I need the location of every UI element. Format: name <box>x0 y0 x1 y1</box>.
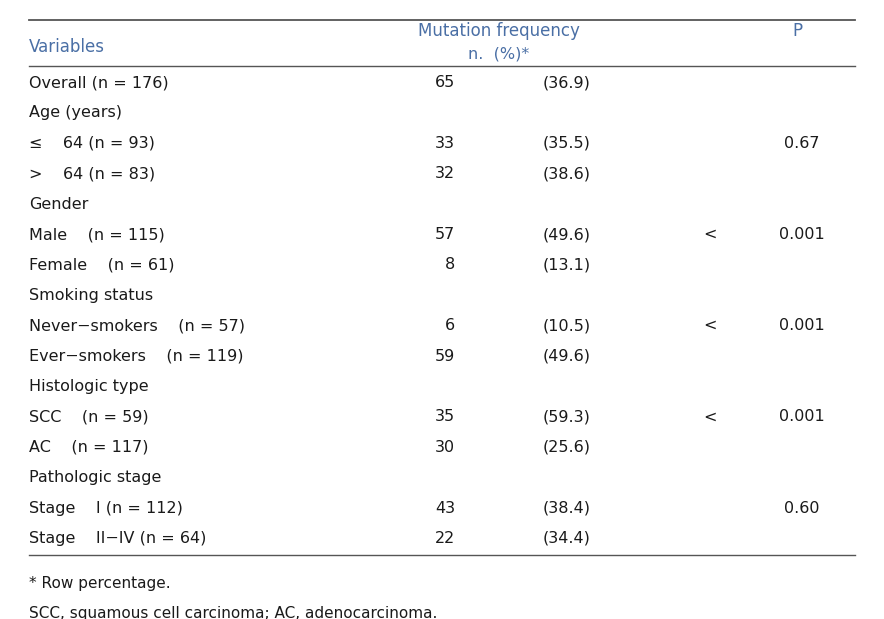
Text: Pathologic stage: Pathologic stage <box>29 470 162 485</box>
Text: (25.6): (25.6) <box>543 439 591 455</box>
Text: 0.67: 0.67 <box>784 136 820 151</box>
Text: Mutation frequency: Mutation frequency <box>418 22 580 40</box>
Text: SCC, squamous cell carcinoma; AC, adenocarcinoma.: SCC, squamous cell carcinoma; AC, adenoc… <box>29 606 438 619</box>
Text: Histologic type: Histologic type <box>29 379 149 394</box>
Text: (34.4): (34.4) <box>543 531 591 546</box>
Text: >    64 (n = 83): > 64 (n = 83) <box>29 167 156 181</box>
Text: Stage    I (n = 112): Stage I (n = 112) <box>29 501 183 516</box>
Text: Stage    II−IV (n = 64): Stage II−IV (n = 64) <box>29 531 207 546</box>
Text: 0.001: 0.001 <box>780 318 825 333</box>
Text: <: < <box>703 227 717 242</box>
Text: Age (years): Age (years) <box>29 105 122 121</box>
Text: (38.6): (38.6) <box>543 167 591 181</box>
Text: (49.6): (49.6) <box>543 227 591 242</box>
Text: SCC    (n = 59): SCC (n = 59) <box>29 409 149 425</box>
Text: Male    (n = 115): Male (n = 115) <box>29 227 165 242</box>
Text: (59.3): (59.3) <box>543 409 591 425</box>
Text: Gender: Gender <box>29 197 88 212</box>
Text: AC    (n = 117): AC (n = 117) <box>29 439 149 455</box>
Text: ≤    64 (n = 93): ≤ 64 (n = 93) <box>29 136 155 151</box>
Text: 8: 8 <box>445 258 455 272</box>
Text: 30: 30 <box>435 439 455 455</box>
Text: 33: 33 <box>435 136 455 151</box>
Text: 0.60: 0.60 <box>784 501 820 516</box>
Text: <: < <box>703 318 717 333</box>
Text: (49.6): (49.6) <box>543 348 591 363</box>
Text: 59: 59 <box>435 348 455 363</box>
Text: (36.9): (36.9) <box>543 75 591 90</box>
Text: 32: 32 <box>435 167 455 181</box>
Text: Variables: Variables <box>29 38 105 56</box>
Text: * Row percentage.: * Row percentage. <box>29 576 171 591</box>
Text: 0.001: 0.001 <box>780 227 825 242</box>
Text: (13.1): (13.1) <box>543 258 591 272</box>
Text: Smoking status: Smoking status <box>29 288 153 303</box>
Text: 35: 35 <box>435 409 455 425</box>
Text: 65: 65 <box>435 75 455 90</box>
Text: Never−smokers    (n = 57): Never−smokers (n = 57) <box>29 318 245 333</box>
Text: <: < <box>703 409 717 425</box>
Text: (38.4): (38.4) <box>543 501 591 516</box>
Text: 6: 6 <box>445 318 455 333</box>
Text: 22: 22 <box>435 531 455 546</box>
Text: P: P <box>793 22 803 40</box>
Text: Female    (n = 61): Female (n = 61) <box>29 258 175 272</box>
Text: n.  (%)*: n. (%)* <box>469 46 530 61</box>
Text: 43: 43 <box>435 501 455 516</box>
Text: (35.5): (35.5) <box>543 136 591 151</box>
Text: Ever−smokers    (n = 119): Ever−smokers (n = 119) <box>29 348 244 363</box>
Text: Overall (n = 176): Overall (n = 176) <box>29 75 169 90</box>
Text: 57: 57 <box>435 227 455 242</box>
Text: 0.001: 0.001 <box>780 409 825 425</box>
Text: (10.5): (10.5) <box>543 318 591 333</box>
